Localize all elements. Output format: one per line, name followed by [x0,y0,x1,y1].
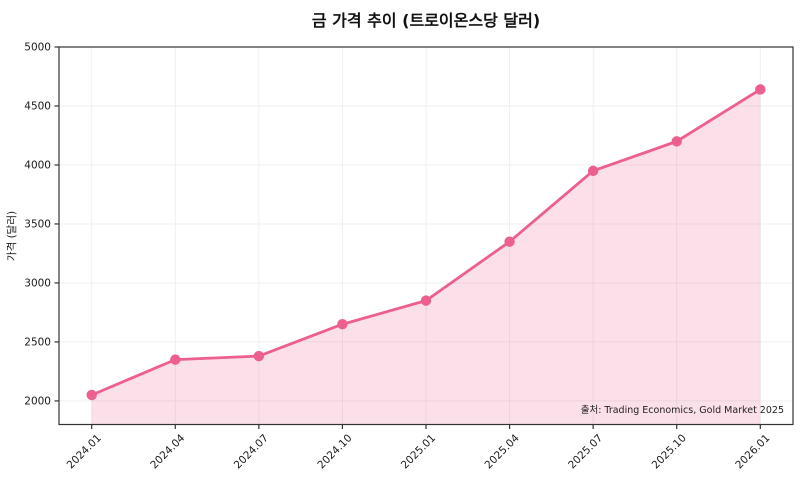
y-tick-label: 4500 [24,101,51,113]
y-tick-label: 5000 [24,42,51,54]
source-annotation: 출처: Trading Economics, Gold Market 2025 [581,404,784,416]
chart-title: 금 가격 추이 (트로이온스당 달러) [312,11,540,30]
data-point-marker [86,389,97,401]
x-tick-label: 2024.04 [148,432,187,471]
y-tick-label: 2500 [24,337,51,349]
data-point-marker [253,350,265,362]
data-point-marker [587,165,599,177]
data-point-marker [170,354,181,365]
x-tick-label: 2024.01 [65,432,104,471]
plot-border [58,46,794,426]
data-points-layer [86,84,766,401]
x-tick-label: 2024.10 [315,432,354,471]
grid-layer [59,46,793,425]
y-tick-label: 3000 [24,278,51,290]
y-tick-label: 4000 [24,160,51,172]
data-point-marker [504,236,515,247]
x-tick-label: 2025.10 [650,432,689,471]
data-point-marker [420,295,432,306]
x-tick-label: 2026.01 [733,432,772,471]
data-point-marker [337,319,348,330]
x-tick-label: 2025.04 [483,432,522,471]
x-tick-label: 2025.01 [399,432,438,471]
y-tick-label: 2000 [24,396,51,408]
x-tick-label: 2025.07 [566,432,605,471]
x-tick-label: 2024.07 [232,432,271,471]
data-point-marker [671,136,682,147]
y-axis-label: 가격 (달러) [5,211,18,261]
data-point-marker [755,84,766,95]
y-tick-label: 3500 [24,219,51,231]
